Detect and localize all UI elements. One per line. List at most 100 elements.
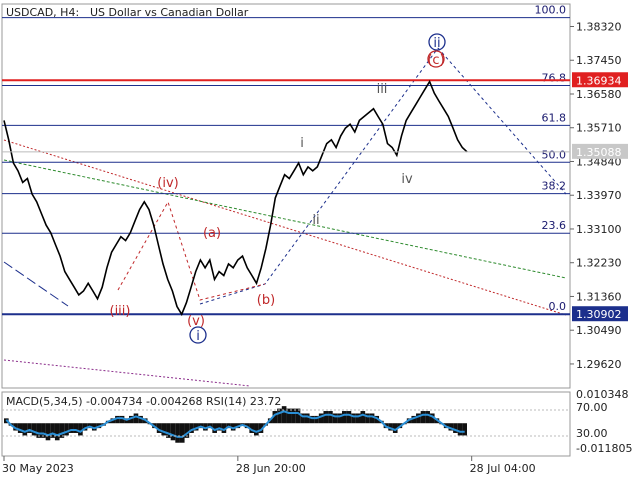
wave-label-red: (b)	[257, 293, 275, 308]
macd-histogram-bar	[115, 415, 120, 424]
price-tick-label: 1.36580	[576, 88, 622, 101]
time-label: 28 Jun 20:00	[236, 462, 306, 475]
wave-label: i	[300, 136, 304, 151]
macd-histogram-bar	[457, 423, 463, 436]
wave-label-circle	[427, 50, 445, 68]
price-tick-label: 1.32230	[576, 257, 622, 270]
macd-histogram-bar	[166, 423, 171, 438]
trend-lines	[3, 47, 567, 387]
macd-histogram-bar	[31, 423, 37, 436]
price-line	[3, 79, 468, 317]
macd-histogram-bar	[309, 415, 315, 424]
price-axis: 1.383201.374501.365801.357101.348401.339…	[570, 20, 628, 371]
macd-histogram-bar	[216, 423, 222, 431]
macd-histogram-bar	[254, 423, 259, 436]
macd-tick-label: 0.010348	[576, 388, 629, 401]
macd-histogram-bar	[138, 415, 143, 424]
price-tick-label: 1.31360	[576, 290, 622, 303]
macd-histogram-bar	[175, 423, 180, 443]
macd-histogram-bar	[64, 423, 69, 436]
fib-base-tag: 1.30902	[576, 308, 622, 321]
chart-header: USDCAD, H4: US Dollar vs Canadian Dollar	[6, 6, 249, 19]
price-tick-label: 1.38320	[576, 20, 622, 33]
macd-histogram-bar	[68, 423, 74, 433]
macd-histogram-bar	[184, 423, 190, 438]
macd-histogram-bar	[91, 423, 97, 431]
description-label: US Dollar vs Canadian Dollar	[90, 6, 249, 19]
green-trend-line	[3, 159, 567, 279]
macd-histogram-bar	[416, 413, 421, 424]
wave-label-red: (iii)	[110, 304, 131, 319]
wave-label-circle	[189, 326, 207, 344]
macd-histogram-bar	[50, 423, 55, 438]
macd-histogram-bar	[448, 423, 454, 431]
macd-histogram-bar	[314, 415, 319, 424]
wave-label: ii	[312, 213, 319, 228]
macd-signal-line	[5, 410, 465, 438]
macd-label: MACD(5,34,5) -0.004734 -0.004268 RSI(14)…	[6, 395, 281, 408]
macd-histogram-bar	[304, 413, 310, 424]
macd-tick-label: 30.00	[576, 427, 608, 440]
macd-histogram-bar	[212, 423, 217, 433]
macd-histogram-bar	[337, 413, 342, 424]
macd-histogram-bar	[27, 423, 32, 433]
macd-histogram-bar	[13, 423, 18, 431]
macd-histogram-bar	[230, 423, 236, 431]
macd-frame	[1, 391, 571, 457]
macd-histogram-bar	[360, 411, 366, 424]
macd-histogram-bar	[462, 423, 467, 436]
macd-histogram-bar	[286, 408, 292, 424]
macd-histogram-bar	[258, 423, 264, 433]
macd-histogram-bar	[129, 415, 134, 424]
macd-histogram-bar	[119, 415, 125, 424]
macd-histogram-bar	[323, 411, 329, 424]
macd-histogram-bar	[318, 413, 324, 424]
macd-histogram-bar	[351, 413, 356, 424]
price-tick-label: 1.29620	[576, 358, 622, 371]
wave-label-blue: i	[196, 329, 200, 344]
macd-histogram-bar	[281, 406, 287, 424]
macd-histogram-bar	[411, 415, 417, 424]
fib-level-label: 38.2	[542, 180, 567, 193]
wave-label-red: (c)	[427, 53, 444, 68]
macd-histogram-bar	[78, 423, 83, 436]
close-price-tag: 1.35088	[576, 146, 622, 159]
macd-tick-label: 70.00	[576, 401, 608, 414]
wave-label: iii	[377, 82, 388, 97]
price-tick-label: 1.33970	[576, 189, 622, 202]
fibonacci-levels: 100.0 76.8 61.8 50.0 38.2 23.6 0.0	[2, 4, 570, 316]
macd-histogram-bar	[161, 423, 167, 436]
price-tick-label: 1.35710	[576, 122, 622, 135]
macd-tick-label: -0.011805	[576, 442, 632, 455]
macd-histogram-bar	[249, 423, 255, 433]
wave-label-red: (v)	[187, 314, 205, 329]
purple-channel-line	[3, 359, 251, 387]
wave-label: iv	[401, 172, 413, 187]
macd-histogram-bar	[369, 413, 375, 424]
price-series	[2, 79, 570, 317]
macd-panel: MACD(5,34,5) -0.004734 -0.004268 RSI(14)…	[2, 388, 632, 455]
macd-histogram-bar	[22, 423, 28, 436]
fib-level-label: 100.0	[535, 4, 567, 17]
macd-histogram-bar	[170, 423, 176, 441]
fib-base-tag-bg	[572, 306, 628, 322]
macd-histogram-bar	[54, 423, 60, 441]
key-level-tag-bg	[572, 72, 628, 88]
fib-level-label: 23.6	[542, 219, 567, 232]
macd-histogram-bar	[355, 413, 361, 424]
wave-label-red: (iv)	[157, 176, 178, 191]
fib-level-label: 76.8	[542, 71, 567, 84]
macd-histogram-bar	[328, 411, 333, 424]
macd-histogram-bar	[133, 413, 139, 424]
blue-projection-line	[437, 47, 567, 195]
blue-channel-line	[3, 261, 69, 307]
macd-histogram-bar	[392, 423, 398, 433]
macd-histogram-bar	[41, 423, 46, 438]
wave-label-blue: ii	[433, 36, 440, 51]
macd-histogram-bar	[189, 423, 194, 433]
macd-histogram-bar	[420, 411, 426, 424]
macd-histogram-bar	[291, 408, 296, 424]
macd-histogram-bar	[45, 423, 51, 441]
